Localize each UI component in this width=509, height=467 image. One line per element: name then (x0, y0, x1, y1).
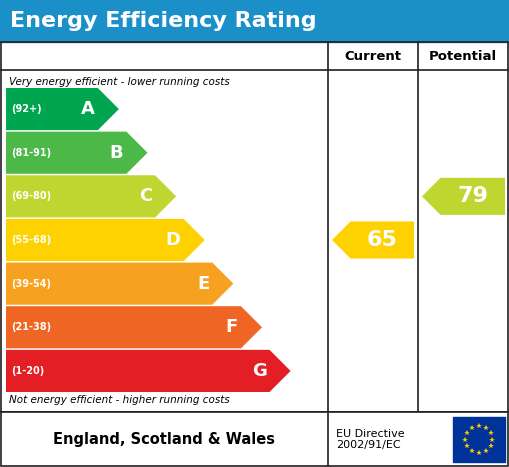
Text: C: C (139, 187, 152, 205)
Polygon shape (6, 306, 262, 348)
Polygon shape (6, 350, 291, 392)
Text: Very energy efficient - lower running costs: Very energy efficient - lower running co… (9, 77, 230, 87)
Polygon shape (6, 88, 119, 130)
Text: (81-91): (81-91) (11, 148, 51, 158)
Text: EU Directive
2002/91/EC: EU Directive 2002/91/EC (336, 429, 405, 450)
Text: Potential: Potential (429, 50, 497, 63)
Bar (0, 0, 509, 42)
Text: (92+): (92+) (11, 104, 42, 114)
Text: G: G (251, 362, 267, 380)
Text: Not energy efficient - higher running costs: Not energy efficient - higher running co… (9, 395, 230, 405)
Bar (1, 42, 508, 412)
Polygon shape (6, 262, 233, 304)
Text: (1-20): (1-20) (11, 366, 44, 376)
Polygon shape (332, 221, 414, 259)
Polygon shape (6, 132, 148, 174)
Bar (453, 417, 505, 462)
Bar (1, 412, 508, 466)
Text: E: E (197, 275, 209, 293)
Text: England, Scotland & Wales: England, Scotland & Wales (53, 432, 275, 447)
Text: Energy Efficiency Rating: Energy Efficiency Rating (10, 11, 317, 31)
Text: (69-80): (69-80) (11, 191, 51, 201)
Text: (39-54): (39-54) (11, 279, 51, 289)
Text: B: B (110, 144, 124, 162)
Text: D: D (165, 231, 181, 249)
Text: 65: 65 (367, 230, 398, 250)
Polygon shape (6, 219, 205, 261)
Text: (55-68): (55-68) (11, 235, 51, 245)
Polygon shape (6, 175, 176, 218)
Text: (21-38): (21-38) (11, 322, 51, 333)
Text: F: F (225, 318, 238, 336)
Polygon shape (422, 178, 505, 215)
Text: 79: 79 (457, 186, 488, 206)
Text: Current: Current (345, 50, 402, 63)
Text: A: A (81, 100, 95, 118)
